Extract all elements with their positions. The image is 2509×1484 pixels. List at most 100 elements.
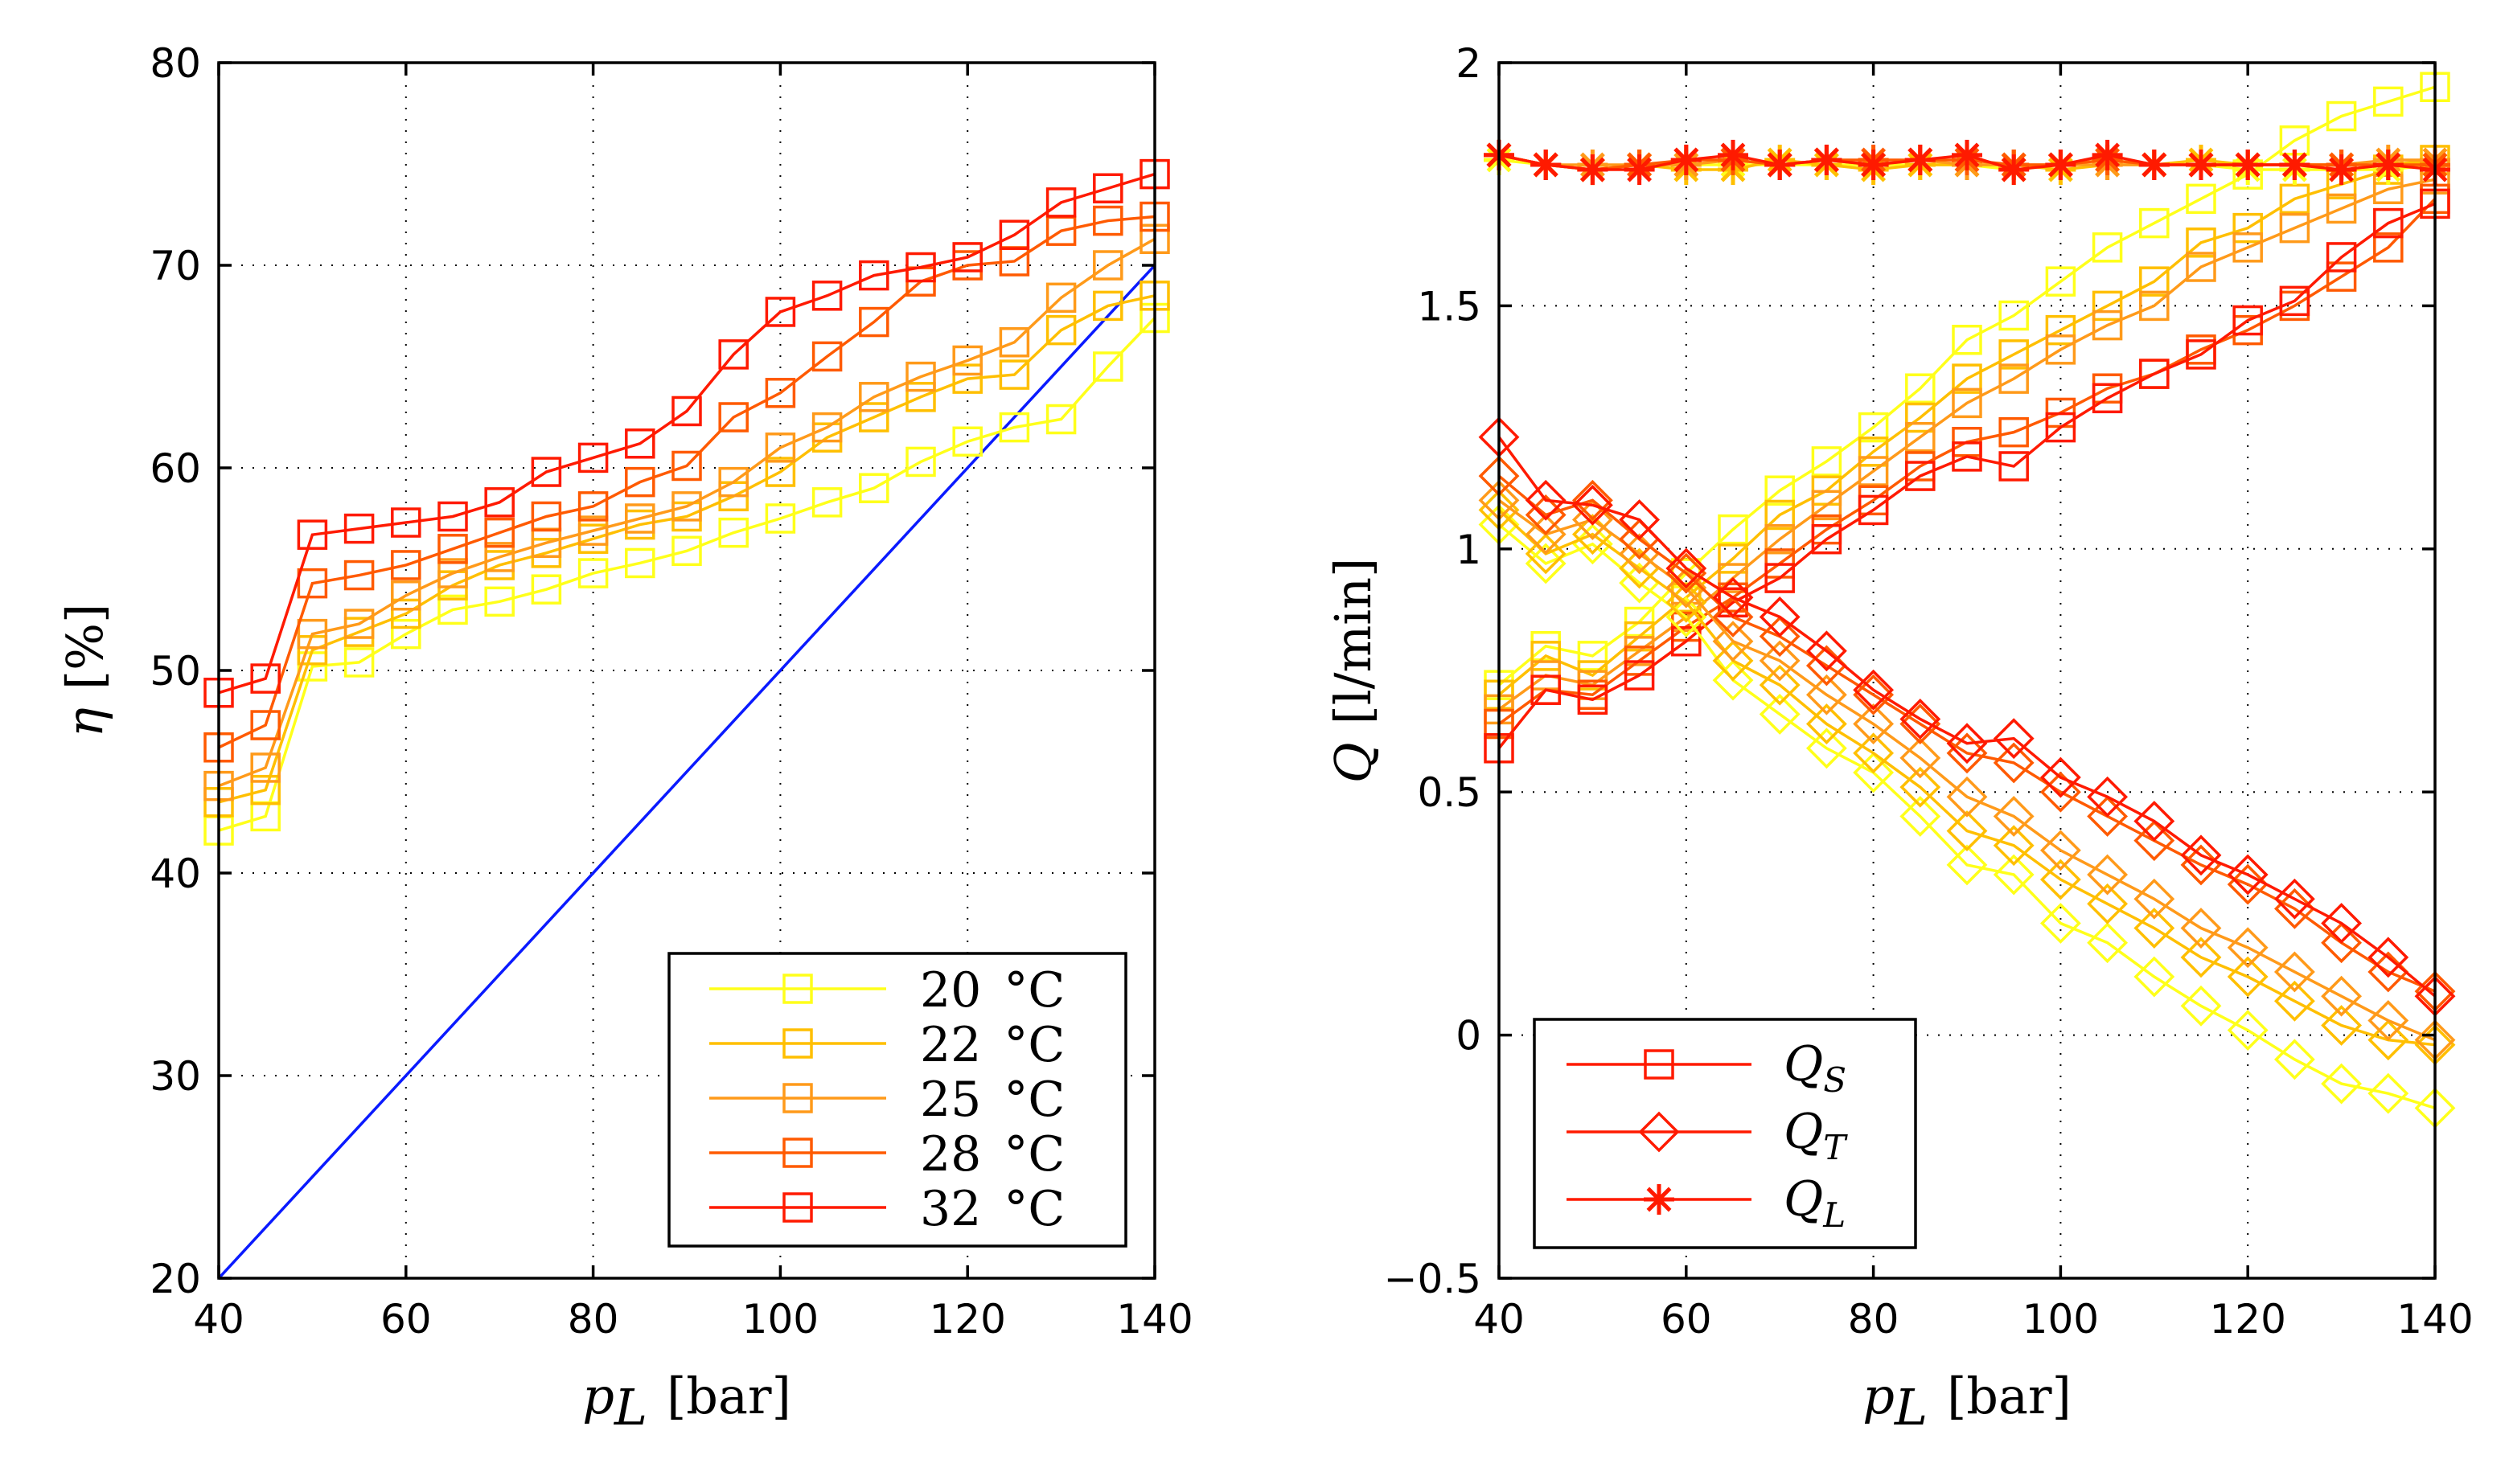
- data-point: [999, 359, 1030, 390]
- data-point: [2321, 903, 2363, 944]
- series-q-t-20-c: [1478, 504, 2456, 1129]
- data-point: [391, 507, 421, 538]
- series-line: [1497, 85, 2436, 687]
- series-line: [218, 215, 1156, 749]
- series-line: [1497, 436, 2437, 998]
- data-point: [2367, 1019, 2409, 1061]
- y-tick-label: 60: [150, 445, 201, 492]
- data-point: [2133, 878, 2175, 920]
- legend-item: 28 °C: [709, 1126, 1065, 1183]
- data-point: [1904, 144, 1936, 175]
- data-point: [2373, 86, 2404, 117]
- data-point: [437, 534, 468, 564]
- data-point: [1577, 641, 1608, 671]
- data-point: [905, 382, 936, 412]
- data-point: [2180, 985, 2222, 1027]
- legend-item: QL: [1567, 1171, 1846, 1235]
- series-q-t-32-c: [1478, 416, 2456, 1017]
- series-32-c: [203, 158, 1170, 708]
- series-line: [218, 172, 1156, 695]
- legend-num: 25: [920, 1072, 981, 1128]
- series-q-t-25-c: [1478, 479, 2456, 1061]
- data-point: [1905, 402, 1936, 433]
- data-point: [391, 550, 421, 580]
- legend-num: 20: [920, 962, 981, 1019]
- data-point: [1665, 567, 1707, 609]
- legend-subscript: T: [1823, 1128, 1848, 1167]
- data-point: [2186, 252, 2216, 282]
- data-point: [1665, 552, 1707, 594]
- data-point: [671, 491, 702, 522]
- data-point: [1899, 703, 1941, 744]
- series-group: [1478, 72, 2456, 1129]
- data-point: [250, 710, 281, 740]
- series-line: [1497, 158, 2436, 696]
- data-point: [1718, 543, 1748, 574]
- data-point: [2186, 183, 2216, 215]
- data-point: [2087, 883, 2129, 924]
- data-point: [2326, 242, 2357, 273]
- data-point: [999, 412, 1030, 443]
- data-point: [1759, 694, 1801, 735]
- y-tick-label: 40: [150, 851, 201, 897]
- data-point: [811, 487, 843, 518]
- series-line: [1497, 202, 2436, 749]
- legend-box: [667, 952, 1127, 1248]
- data-point: [1899, 766, 1941, 808]
- data-point: [577, 491, 609, 522]
- data-point: [2326, 261, 2357, 292]
- data-point: [250, 663, 281, 694]
- data-point: [2092, 290, 2123, 322]
- data-point: [1993, 854, 2035, 896]
- data-point: [1858, 150, 1889, 181]
- data-point: [1571, 484, 1613, 526]
- x-axis-symbol: p: [582, 1367, 614, 1425]
- x-tick-label: 100: [742, 1296, 819, 1343]
- data-point: [2092, 232, 2123, 263]
- data-point: [1998, 363, 2029, 394]
- data-point: [1952, 387, 1982, 419]
- legend-item: 22 °C: [709, 1017, 1065, 1073]
- data-point: [1811, 490, 1842, 521]
- data-point: [1571, 499, 1613, 540]
- data-point: [625, 547, 655, 579]
- data-point: [2279, 285, 2310, 317]
- data-point: [952, 363, 983, 394]
- data-point: [2087, 854, 2129, 896]
- data-point: [531, 457, 562, 487]
- data-point: [577, 558, 609, 588]
- data-point: [2186, 228, 2216, 258]
- data-point: [2180, 844, 2222, 886]
- data-point: [1946, 844, 1988, 886]
- data-point: [952, 345, 983, 376]
- data-point: [2180, 834, 2222, 876]
- data-point: [671, 535, 702, 567]
- data-point: [2180, 937, 2222, 978]
- data-point: [2279, 150, 2310, 181]
- data-point: [905, 252, 936, 283]
- data-point: [2186, 150, 2216, 181]
- y-tick-label: 20: [150, 1256, 201, 1302]
- data-point: [2321, 922, 2363, 964]
- reference-line: [217, 264, 1156, 1280]
- series-line: [1497, 509, 2436, 1047]
- data-point: [1093, 205, 1123, 236]
- legend-unit: °C: [1004, 962, 1065, 1019]
- data-point: [2326, 193, 2357, 224]
- series-q-s-32-c: [1484, 188, 2450, 764]
- legend-num: 32: [920, 1181, 981, 1237]
- legend-box: [1533, 1018, 1917, 1249]
- x-tick-label: 120: [929, 1296, 1005, 1343]
- data-point: [1853, 732, 1895, 774]
- legend-marker: [782, 1138, 813, 1168]
- data-point: [577, 442, 609, 473]
- data-point: [671, 450, 702, 482]
- legend-symbol: Q: [1784, 1036, 1823, 1093]
- data-point: [1671, 625, 1702, 657]
- y-axis-symbol: η: [55, 707, 114, 737]
- data-point: [2273, 878, 2315, 920]
- data-point: [2227, 1010, 2269, 1051]
- x-tick-label: 140: [2396, 1296, 2473, 1343]
- x-axis-subscript: L: [614, 1378, 647, 1437]
- legend-label: QL: [1784, 1171, 1846, 1235]
